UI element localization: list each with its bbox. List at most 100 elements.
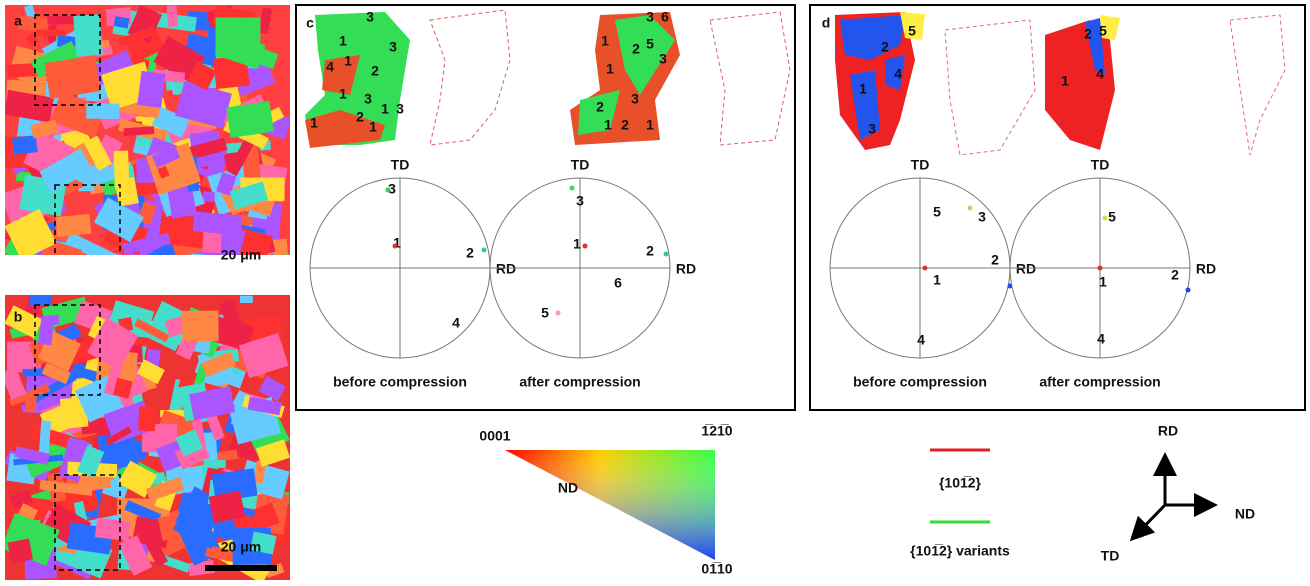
map-variant-label: 1 [601, 33, 609, 49]
pole-axis-label: RD [676, 261, 696, 277]
boundary-map [944, 19, 1036, 156]
map-variant-label: 3 [631, 91, 639, 107]
pole-variant-label: 3 [978, 209, 986, 225]
grain [118, 535, 153, 576]
pole-point [555, 310, 561, 316]
grain [58, 436, 91, 482]
pole-variant-label: 5 [933, 204, 941, 220]
pole-variant-label: 3 [388, 181, 396, 197]
grain [83, 135, 112, 171]
map-variant-label: 2 [371, 63, 379, 79]
grain [0, 367, 27, 400]
grain [157, 515, 175, 541]
pole-axis-label: TD [571, 157, 590, 173]
grain [227, 138, 255, 177]
map-variant-label: 5 [646, 36, 654, 52]
map-variant-label: 5 [908, 23, 916, 39]
grain-map [1045, 20, 1115, 150]
pole-variant-label: 3 [576, 193, 584, 209]
pole-variant-label: 4 [917, 332, 925, 348]
panel-frame [809, 4, 1306, 411]
grain [229, 181, 269, 210]
twin-region [840, 15, 905, 140]
caption: after compression [519, 374, 640, 390]
twin-region [578, 15, 675, 135]
grain-clip-frame [0, 255, 330, 586]
grain [39, 148, 93, 194]
pole-variant-label: 2 [1171, 267, 1179, 283]
pole-point [967, 205, 973, 211]
grain-map [305, 12, 410, 145]
pole-axis-label: TD [391, 157, 410, 173]
region-box [34, 14, 101, 106]
map-variant-label: 1 [606, 61, 614, 77]
grain [213, 55, 250, 90]
grain [182, 310, 219, 342]
pole-variant-label: 1 [1099, 274, 1107, 290]
pole-axis-label: TD [911, 157, 930, 173]
caption: before compression [853, 374, 987, 390]
grain [189, 386, 236, 421]
grain [14, 446, 50, 465]
key-label: 1̅21̅0 [701, 423, 732, 439]
ebsd-map [0, 255, 330, 586]
pole-point [1097, 265, 1103, 271]
pole-variant-label: 4 [1097, 331, 1105, 347]
pole-point [569, 185, 575, 191]
grain [175, 429, 204, 457]
map-variant-label: 1 [646, 117, 654, 133]
axis-label: ND [1235, 506, 1255, 522]
grain [112, 377, 133, 399]
grain [192, 211, 243, 236]
grain [239, 295, 253, 304]
map-variant-label: 3 [659, 51, 667, 67]
grain [4, 208, 57, 261]
grain [73, 14, 103, 57]
grain [247, 396, 282, 416]
pole-axis-label: RD [1016, 261, 1036, 277]
map-variant-label: 2 [1084, 26, 1092, 42]
grain [3, 89, 54, 123]
pole-point [582, 243, 588, 249]
grain [44, 55, 101, 100]
map-variant-label: 1 [344, 53, 352, 69]
map-variant-label: 2 [632, 41, 640, 57]
panel-label: b [14, 309, 23, 325]
grain [101, 179, 119, 197]
grain [77, 445, 105, 478]
pole-point [481, 247, 487, 253]
grain [255, 439, 291, 467]
panel-label: c [306, 15, 314, 31]
grain [55, 214, 92, 237]
map-variant-label: 2 [356, 109, 364, 125]
grain [134, 318, 170, 343]
grain [153, 36, 206, 84]
boundary-map [1229, 14, 1286, 156]
region-box [54, 474, 121, 571]
grain [121, 232, 171, 255]
grain [93, 197, 144, 243]
map-variant-label: 4 [326, 59, 334, 75]
map-variant-label: 1 [339, 86, 347, 102]
grain [86, 103, 120, 120]
twin-region [900, 12, 925, 40]
key-label: 0001 [479, 428, 510, 444]
grain [12, 135, 38, 155]
grain [41, 362, 71, 385]
grain [9, 489, 34, 510]
grain [80, 416, 112, 435]
grain [162, 555, 191, 573]
map-variant-label: 1 [1061, 73, 1069, 89]
grain [94, 517, 131, 542]
map-variant-label: 3 [389, 39, 397, 55]
pole-point [663, 251, 669, 257]
boundary-map [709, 11, 791, 146]
legend-label: {101̅2} [939, 475, 982, 491]
panel-label: a [14, 13, 22, 29]
twin-region [1085, 18, 1105, 75]
grain [7, 538, 33, 564]
grain [123, 126, 155, 136]
map-variant-label: 1 [339, 33, 347, 49]
legend-label: {101̅2} variants [910, 543, 1010, 559]
grain [138, 406, 156, 432]
